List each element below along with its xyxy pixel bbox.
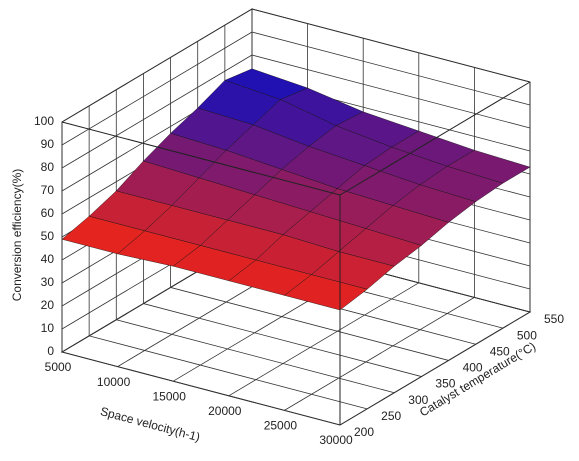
x-tick-label: 5000 bbox=[45, 360, 72, 374]
box-edge bbox=[61, 121, 341, 196]
y-tick-label: 200 bbox=[354, 425, 374, 439]
x-axis-title: Space velocity(h-1) bbox=[99, 404, 202, 444]
y-tick-label: 250 bbox=[381, 409, 401, 423]
z-tick-label: 40 bbox=[41, 252, 55, 266]
grid-line bbox=[170, 287, 449, 361]
grid-line bbox=[251, 54, 531, 129]
y-tick-label: 450 bbox=[490, 344, 510, 358]
grid-line bbox=[89, 335, 368, 410]
z-tick-label: 80 bbox=[41, 160, 55, 174]
z-tick-label: 20 bbox=[41, 298, 55, 312]
grid-line bbox=[61, 351, 341, 426]
z-tick-label: 100 bbox=[34, 114, 54, 128]
z-axis-title: Conversion efficiency(%) bbox=[10, 169, 24, 302]
grid-line bbox=[251, 31, 531, 106]
box-edge bbox=[339, 81, 531, 196]
y-tick-label: 500 bbox=[517, 328, 537, 342]
z-tick-label: 0 bbox=[47, 344, 54, 358]
x-tick-label: 30000 bbox=[319, 433, 353, 447]
x-tick-label: 25000 bbox=[264, 419, 298, 433]
z-tick-label: 10 bbox=[41, 321, 55, 335]
y-tick-label: 550 bbox=[544, 312, 564, 326]
y-tick-label: 350 bbox=[435, 377, 455, 391]
z-tick-label: 30 bbox=[41, 275, 55, 289]
x-tick-label: 10000 bbox=[97, 375, 131, 389]
z-tick-label: 50 bbox=[41, 229, 55, 243]
x-tick-label: 15000 bbox=[153, 389, 187, 403]
grid-line bbox=[251, 8, 531, 83]
grid-line bbox=[228, 282, 420, 397]
x-tick-label: 20000 bbox=[208, 404, 242, 418]
y-tick-label: 300 bbox=[408, 393, 428, 407]
z-tick-label: 70 bbox=[41, 183, 55, 197]
z-tick-label: 60 bbox=[41, 206, 55, 220]
grid-line bbox=[339, 311, 531, 426]
grid-line bbox=[61, 8, 253, 123]
surface-cell bbox=[283, 274, 368, 311]
grid-line bbox=[284, 297, 475, 411]
grid-line bbox=[116, 319, 395, 394]
grid-line bbox=[61, 31, 253, 146]
y-tick-label: 400 bbox=[463, 361, 483, 375]
z-tick-label: 90 bbox=[41, 137, 55, 151]
grid-line bbox=[61, 54, 253, 169]
grid-line bbox=[143, 303, 422, 377]
